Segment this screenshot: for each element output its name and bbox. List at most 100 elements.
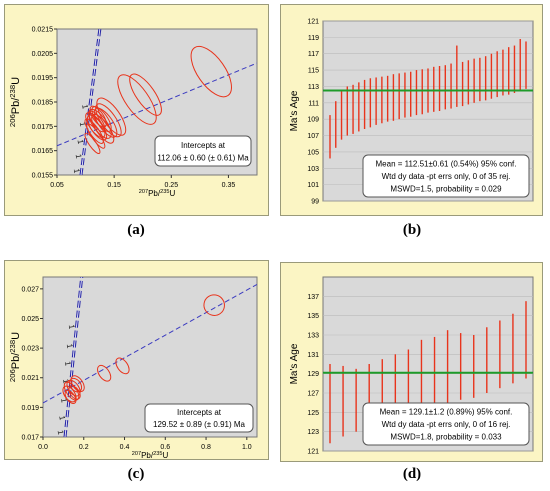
age-label: 1 bbox=[78, 121, 88, 127]
mean-annotation-b-line: Wtd dy data -pt errs only, 0 of 35 rej. bbox=[382, 172, 511, 181]
mean-annotation-b-box bbox=[362, 154, 530, 198]
error-ellipse bbox=[64, 389, 77, 405]
x-tick-label: 1.0 bbox=[242, 444, 252, 451]
caption-b: (b) bbox=[402, 222, 422, 238]
plot-content: 1 1 1 1 1 1 1 bbox=[43, 277, 257, 437]
x-axis-label: 207Pb/235U bbox=[132, 451, 169, 460]
panel-a: 1 1 1 1 1 0.05 0.15 0.25 0.35 0.0155 0.0165 0.0175 0… bbox=[4, 4, 269, 216]
y-tick-label: 117 bbox=[308, 51, 319, 58]
concordia-chart-c: 1 1 1 1 1 1 1 0.0 0.2 0.4 0.6 0.8 1.0 0.017 0.019 0.021… bbox=[8, 276, 258, 460]
intercepts-annotation-a-line: 112.06 ± 0.60 (± 0.61) Ma bbox=[157, 153, 249, 162]
error-ellipse bbox=[203, 294, 225, 316]
age-label: 1 bbox=[65, 343, 75, 349]
y-tick-label: 123 bbox=[307, 429, 319, 436]
y-tick-label: 103 bbox=[307, 166, 319, 173]
y-tick-label: 121 bbox=[307, 19, 319, 26]
intercepts-annotation-a-line: Intercepts at bbox=[181, 141, 226, 150]
x-tick-label: 0.25 bbox=[164, 182, 178, 189]
age-label: 1 bbox=[56, 429, 66, 435]
mean-annotation-d-line: Mean = 129.1±1.2 (0.89%) 95% conf. bbox=[380, 408, 513, 417]
intercepts-annotation-a-box bbox=[154, 135, 252, 167]
panel-c: 1 1 1 1 1 1 1 0.0 0.2 0.4 0.6 0.8 1.0 0.017 0.019 0.021… bbox=[4, 260, 269, 460]
x-tick-label: 0.15 bbox=[107, 182, 121, 189]
y-tick-label: 133 bbox=[307, 333, 319, 340]
error-ellipse bbox=[89, 105, 107, 128]
y-tick-label: 137 bbox=[307, 294, 319, 301]
x-tick-label: 0.4 bbox=[120, 444, 130, 451]
age-label: 1 bbox=[59, 397, 69, 403]
y-tick-label: 0.025 bbox=[21, 316, 39, 323]
plot-content: 1 1 1 1 1 bbox=[57, 29, 257, 175]
y-tick-label: 0.0195 bbox=[32, 75, 54, 82]
age-label: 1 bbox=[76, 139, 86, 145]
y-tick-label: 105 bbox=[307, 149, 319, 156]
intercepts-annotation-c-box bbox=[144, 403, 254, 433]
y-tick-label: 115 bbox=[308, 68, 319, 75]
y-tick-label: 131 bbox=[307, 352, 319, 359]
y-tick-label: 0.0175 bbox=[32, 124, 54, 131]
mean-annotation-b-line: Mean = 112.51±0.61 (0.54%) 95% conf. bbox=[376, 160, 517, 169]
intercepts-annotation-c-line: 129.52 ± 0.89 (± 0.91) Ma bbox=[153, 420, 245, 429]
x-tick-label: 0.05 bbox=[50, 182, 64, 189]
age-label: 1 bbox=[72, 168, 82, 174]
y-tick-label: 0.017 bbox=[21, 435, 39, 442]
y-tick-label: 0.021 bbox=[21, 375, 39, 382]
error-ellipse bbox=[190, 45, 232, 98]
x-tick-label: 0.2 bbox=[79, 444, 89, 451]
y-tick-label: 99 bbox=[311, 199, 319, 206]
y-tick-label: 125 bbox=[307, 410, 319, 417]
mean-annotation-d: Mean = 129.1±1.2 (0.89%) 95% conf. Wtd dy… bbox=[362, 402, 530, 446]
y-tick-label: 0.0165 bbox=[32, 148, 54, 155]
discordia-line bbox=[43, 283, 257, 404]
caption-d: (d) bbox=[402, 466, 422, 482]
x-tick-label: 0.0 bbox=[38, 444, 48, 451]
caption-c: (c) bbox=[127, 466, 145, 482]
concordia-chart-a: 1 1 1 1 1 0.05 0.15 0.25 0.35 0.0155 0.0165 0.0175 0… bbox=[8, 27, 258, 198]
error-ellipse bbox=[115, 357, 130, 375]
weighted-mean-chart-b: 99 101 103 105 107 109 111 113 115 117 119 121 Ma's … bbox=[289, 19, 534, 206]
weighted-mean-chart-d: 121 123 125 127 129 131 133 135 137 Ma's Age Mean … bbox=[289, 276, 534, 456]
x-tick-label: 0.35 bbox=[222, 182, 236, 189]
error-ellipse bbox=[68, 385, 81, 400]
y-tick-label: 109 bbox=[307, 117, 319, 124]
y-tick-label: 0.0215 bbox=[32, 27, 54, 34]
y-tick-label: 0.0205 bbox=[32, 51, 54, 58]
intercepts-annotation-c-line: Intercepts at bbox=[177, 408, 222, 417]
y-tick-label: 127 bbox=[307, 391, 319, 398]
age-label: 1 bbox=[57, 415, 67, 421]
error-ellipse bbox=[129, 73, 162, 116]
error-ellipse bbox=[86, 114, 108, 141]
age-label: 1 bbox=[80, 104, 90, 110]
y-tick-label: 101 bbox=[307, 182, 319, 189]
age-label: 1 bbox=[67, 324, 77, 330]
y-tick-label: 135 bbox=[307, 313, 319, 320]
age-label: 1 bbox=[63, 361, 73, 367]
y-tick-label: 121 bbox=[307, 449, 319, 456]
panel-d: 121 123 125 127 129 131 133 135 137 Ma's Age Mean … bbox=[280, 262, 543, 462]
concordia-curve-inner bbox=[64, 277, 83, 437]
y-axis-label: 206Pb/238U bbox=[8, 77, 22, 127]
mean-annotation-d-line: Wtd dy data -pt errs only, 0 of 16 rej. bbox=[382, 420, 511, 429]
y-tick-label: 107 bbox=[307, 133, 319, 140]
y-tick-label: 0.019 bbox=[21, 405, 39, 412]
x-axis-label: 207Pb/235U bbox=[139, 189, 176, 198]
mean-annotation-d-box bbox=[362, 402, 530, 446]
intercepts-annotation-a: Intercepts at 112.06 ± 0.60 (± 0.61) Ma bbox=[154, 135, 252, 167]
mean-annotation-d-line: MSWD=1.8, probability = 0.033 bbox=[390, 432, 502, 441]
y-tick-label: 119 bbox=[308, 35, 319, 42]
y-tick-label: 111 bbox=[308, 100, 319, 107]
y-axis-label: 206Pb/238U bbox=[8, 332, 22, 382]
y-tick-label: 0.0185 bbox=[32, 100, 54, 107]
mean-annotation-b-line: MSWD=1.5, probability = 0.029 bbox=[390, 184, 502, 193]
x-tick-label: 0.8 bbox=[201, 444, 211, 451]
y-tick-label: 113 bbox=[308, 84, 319, 91]
error-ellipse bbox=[97, 364, 112, 382]
age-label: 1 bbox=[61, 378, 71, 384]
error-ellipse bbox=[84, 132, 101, 155]
x-tick-label: 0.6 bbox=[160, 444, 170, 451]
y-tick-label: 0.0155 bbox=[32, 173, 54, 180]
y-tick-label: 0.027 bbox=[21, 286, 39, 293]
error-ellipse bbox=[96, 97, 127, 136]
y-tick-label: 129 bbox=[307, 371, 319, 378]
y-tick-label: 0.023 bbox=[21, 346, 39, 353]
